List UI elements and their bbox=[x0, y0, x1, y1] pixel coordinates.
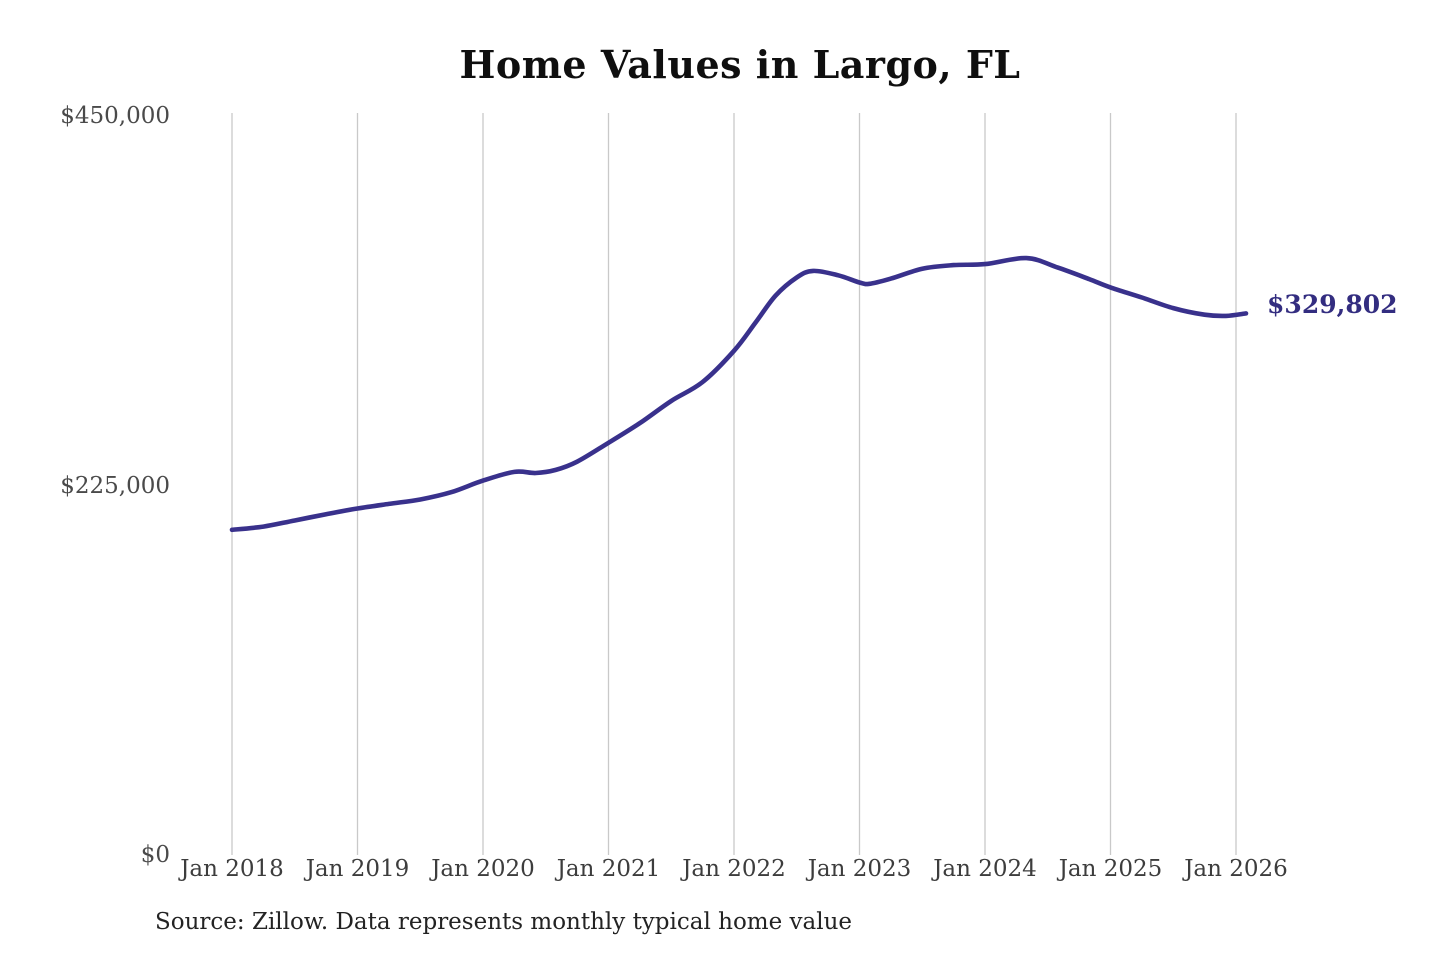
x-axis-label: Jan 2026 bbox=[1184, 856, 1288, 882]
x-axis-label: Jan 2019 bbox=[305, 856, 410, 882]
latest-value-label: $329,802 bbox=[1267, 290, 1398, 320]
y-axis-label: $450,000 bbox=[60, 103, 170, 129]
x-axis-label: Jan 2020 bbox=[431, 856, 535, 882]
y-axis-label: $0 bbox=[140, 842, 170, 868]
x-axis-label: Jan 2024 bbox=[933, 856, 1037, 882]
x-axis-label: Jan 2018 bbox=[180, 856, 284, 882]
source-note: Source: Zillow. Data represents monthly … bbox=[155, 909, 853, 935]
x-axis-label: Jan 2022 bbox=[682, 856, 786, 882]
home-value-line bbox=[229, 255, 1249, 533]
x-axis-label: Jan 2025 bbox=[1058, 856, 1163, 882]
x-axis-label: Jan 2023 bbox=[807, 856, 912, 882]
y-axis-label: $225,000 bbox=[60, 472, 170, 499]
x-axis-label: Jan 2021 bbox=[556, 856, 661, 882]
chart-title: Home Values in Largo, FL bbox=[459, 42, 1021, 87]
